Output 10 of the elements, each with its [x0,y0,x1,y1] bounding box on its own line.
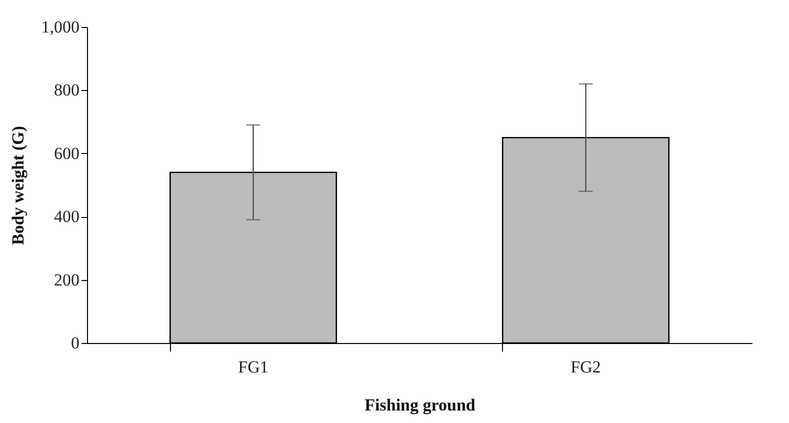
y-tick-label: 200 [54,270,80,290]
x-tick-label: FG2 [570,358,601,376]
x-tick-label: FG1 [238,358,268,376]
y-tick-label: 800 [54,80,80,100]
x-axis-title: Fishing ground [364,396,476,414]
y-tick-label: 1,000 [41,18,80,36]
y-axis-title: Body weight (G) [8,126,28,245]
y-tick-label: 400 [54,207,80,226]
y-tick-label: 600 [54,144,80,163]
y-tick-label: 0 [71,334,80,352]
